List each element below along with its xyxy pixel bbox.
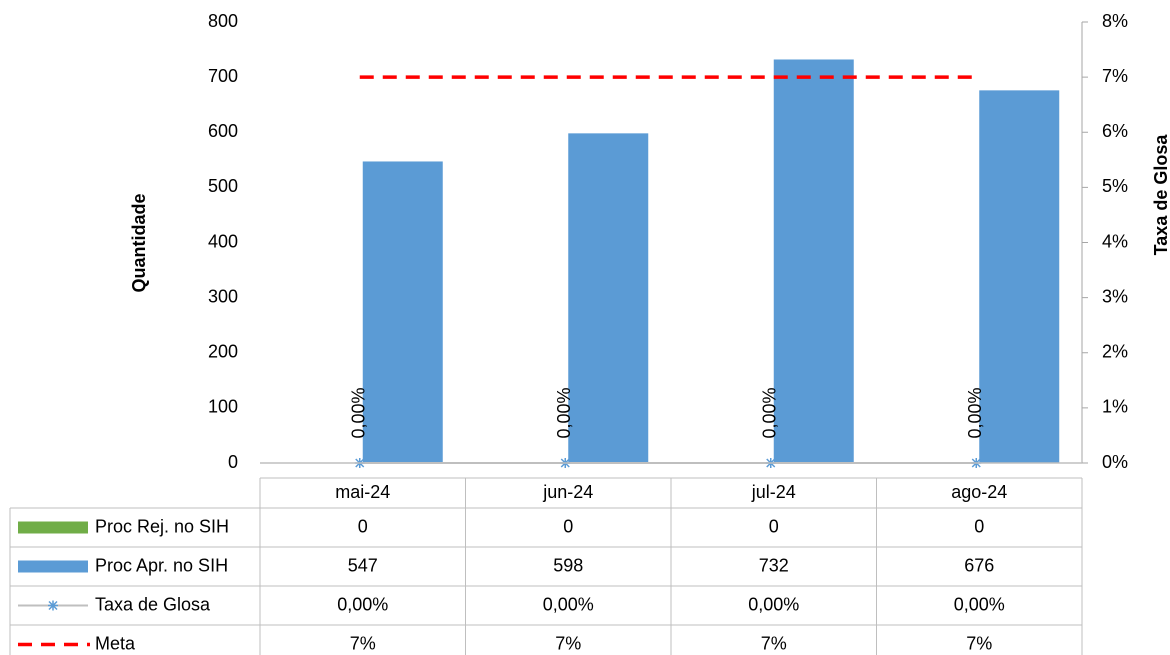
x-tick-label: jun-24 [542,482,593,502]
legend-swatch [18,560,88,573]
table-cell: 598 [553,555,583,575]
table-cell: 7% [761,633,787,653]
legend-label: Taxa de Glosa [95,594,211,614]
legend-label: Meta [95,633,136,653]
table-cell: 676 [964,555,994,575]
y-axis-title: Quantidade [129,193,149,292]
y2-axis-title: Taxa de Glosa [1151,134,1170,256]
x-tick-label: jul-24 [751,482,796,502]
y-tick-label: 300 [208,286,238,306]
table-cell: 0,00% [337,594,388,614]
table-cell: 0 [358,516,368,536]
table-cell: 0 [563,516,573,536]
bar [773,59,854,464]
y-tick-label: 400 [208,231,238,251]
y-tick-label: 100 [208,397,238,417]
table-cell: 0,00% [543,594,594,614]
rate-data-label: 0,00% [965,387,985,438]
table-cell: 0,00% [954,594,1005,614]
y2-tick-label: 5% [1102,176,1128,196]
x-tick-label: ago-24 [951,482,1007,502]
table-cell: 7% [555,633,581,653]
table-cell: 0 [769,516,779,536]
legend-label: Proc Rej. no SIH [95,516,229,536]
y-tick-label: 500 [208,176,238,196]
x-tick-label: mai-24 [335,482,390,502]
y2-tick-label: 3% [1102,286,1128,306]
bar [568,133,649,464]
rate-data-label: 0,00% [554,387,574,438]
y-tick-label: 800 [208,11,238,31]
bar [979,90,1060,463]
y-tick-label: 600 [208,121,238,141]
rate-data-label: 0,00% [760,387,780,438]
y2-tick-label: 2% [1102,342,1128,362]
legend-marker [48,600,58,611]
y2-tick-label: 4% [1102,231,1128,251]
y-tick-label: 700 [208,66,238,86]
y2-tick-label: 8% [1102,11,1128,31]
table-cell: 7% [350,633,376,653]
table-cell: 732 [759,555,789,575]
bar [362,161,443,463]
y-tick-label: 0 [228,452,238,472]
table-cell: 547 [348,555,378,575]
table-cell: 0 [974,516,984,536]
table-cell: 7% [966,633,992,653]
y2-tick-label: 6% [1102,121,1128,141]
y2-tick-label: 0% [1102,452,1128,472]
table-cell: 0,00% [748,594,799,614]
legend-swatch [18,521,88,534]
y2-tick-label: 7% [1102,66,1128,86]
y2-tick-label: 1% [1102,397,1128,417]
y-tick-label: 200 [208,342,238,362]
legend-label: Proc Apr. no SIH [95,555,228,575]
rate-data-label: 0,00% [349,387,369,438]
